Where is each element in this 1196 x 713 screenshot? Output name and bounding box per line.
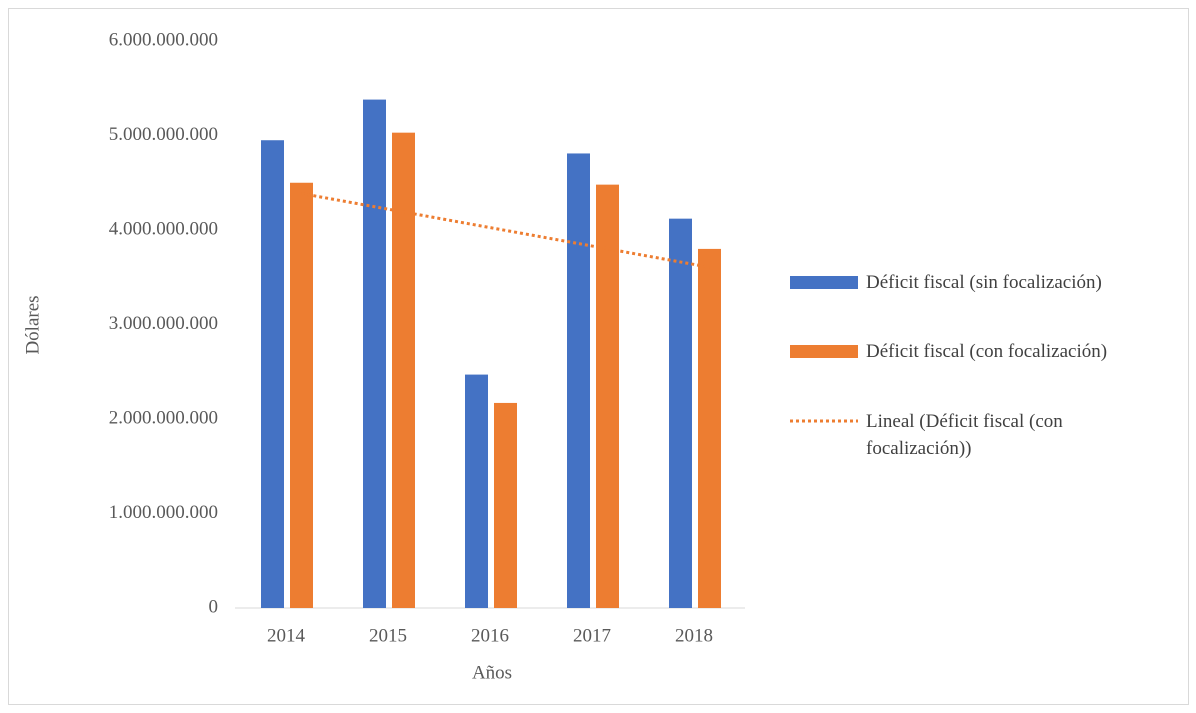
x-tick-label: 2018: [675, 625, 713, 646]
bar: [392, 132, 415, 609]
y-tick-label: 5.000.000.000: [109, 124, 218, 145]
bar: [596, 184, 619, 608]
trendline: [301, 192, 710, 269]
y-axis-title: Dólares: [22, 295, 43, 354]
y-tick-label: 2.000.000.000: [109, 407, 218, 428]
x-tick-label: 2014: [267, 625, 306, 646]
y-tick-label: 1.000.000.000: [109, 502, 218, 523]
x-tick-label: 2015: [369, 625, 407, 646]
x-axis-title: Años: [472, 662, 512, 683]
bar: [261, 140, 284, 608]
bar: [698, 248, 721, 608]
bar: [290, 182, 313, 608]
legend-swatch: [790, 276, 858, 289]
legend-label: Déficit fiscal (con focalización): [866, 341, 1108, 362]
y-tick-label: 0: [209, 596, 219, 617]
y-tick-label: 3.000.000.000: [109, 313, 218, 334]
legend-label: Lineal (Déficit fiscal (con focalización…: [866, 411, 1063, 459]
legend-label: Déficit fiscal (sin focalización): [866, 272, 1102, 293]
x-tick-label: 2016: [471, 625, 509, 646]
bar: [465, 374, 488, 608]
legend-swatch: [790, 345, 858, 358]
chart-border: [8, 8, 1189, 705]
bar: [494, 402, 517, 608]
bar: [363, 99, 386, 608]
y-tick-label: 6.000.000.000: [109, 29, 218, 50]
y-tick-label: 4.000.000.000: [109, 218, 218, 239]
bar: [567, 153, 590, 608]
x-tick-label: 2017: [573, 625, 611, 646]
bar: [669, 218, 692, 608]
